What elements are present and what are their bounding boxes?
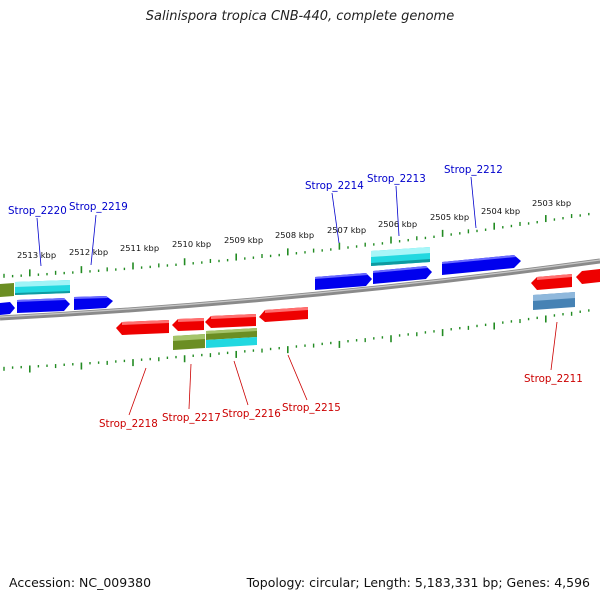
gene-feature-olive[interactable]	[0, 283, 14, 297]
bottom-scale-ticks	[3, 309, 590, 373]
genome-backbone	[0, 258, 600, 321]
scale-label: 2506 kbp	[378, 219, 417, 229]
gene-feature-red[interactable]	[576, 269, 600, 284]
gene-label-strop-2214[interactable]: Strop_2214	[305, 180, 364, 192]
scale-label: 2505 kbp	[430, 212, 469, 222]
gene-label-strop-2219[interactable]: Strop_2219	[69, 201, 128, 213]
gene-label-strop-2215[interactable]: Strop_2215	[282, 402, 341, 414]
gene-feature-strop-2219[interactable]	[74, 296, 113, 310]
scale-label: 2508 kbp	[275, 230, 314, 240]
topology-text: Topology: circular; Length: 5,183,331 bp…	[246, 575, 590, 590]
bottom-gene-labels: Strop_2218 Strop_2217 Strop_2216 Strop_2…	[99, 373, 583, 430]
gene-feature-strop-2212[interactable]	[442, 255, 521, 275]
scale-label: 2507 kbp	[327, 225, 366, 235]
gene-label-strop-2212[interactable]: Strop_2212	[444, 164, 503, 176]
label-leaders	[36, 176, 558, 416]
scale-labels: 2513 kbp 2512 kbp 2511 kbp 2510 kbp 2509…	[17, 198, 571, 260]
scale-label: 2513 kbp	[17, 250, 56, 260]
scale-label: 2510 kbp	[172, 239, 211, 249]
gene-label-strop-2217[interactable]: Strop_2217	[162, 412, 221, 424]
scale-label: 2512 kbp	[69, 247, 108, 257]
gene-label-strop-2218[interactable]: Strop_2218	[99, 418, 158, 430]
accession-text: Accession: NC_009380	[9, 575, 152, 590]
scale-label: 2504 kbp	[481, 206, 520, 216]
gene-label-strop-2220[interactable]: Strop_2220	[8, 205, 67, 217]
gene-label-strop-2216[interactable]: Strop_2216	[222, 408, 281, 420]
scale-label: 2509 kbp	[224, 235, 263, 245]
map-title: Salinispora tropica CNB-440, complete ge…	[145, 9, 455, 24]
gene-feature-strop-2220-cds[interactable]	[17, 298, 70, 313]
gene-label-strop-2213[interactable]: Strop_2213	[367, 173, 426, 185]
bottom-track-features	[116, 269, 600, 350]
top-scale-ticks	[3, 212, 590, 278]
scale-label: 2511 kbp	[120, 243, 159, 253]
scale-label: 2503 kbp	[532, 198, 571, 208]
top-gene-labels: Strop_2220 Strop_2219 Strop_2214 Strop_2…	[8, 164, 503, 217]
top-track-features	[0, 247, 521, 315]
gene-feature-cyan-2216[interactable]	[206, 337, 257, 348]
gene-label-strop-2211[interactable]: Strop_2211	[524, 373, 583, 385]
gene-feature-blue[interactable]	[0, 302, 15, 315]
